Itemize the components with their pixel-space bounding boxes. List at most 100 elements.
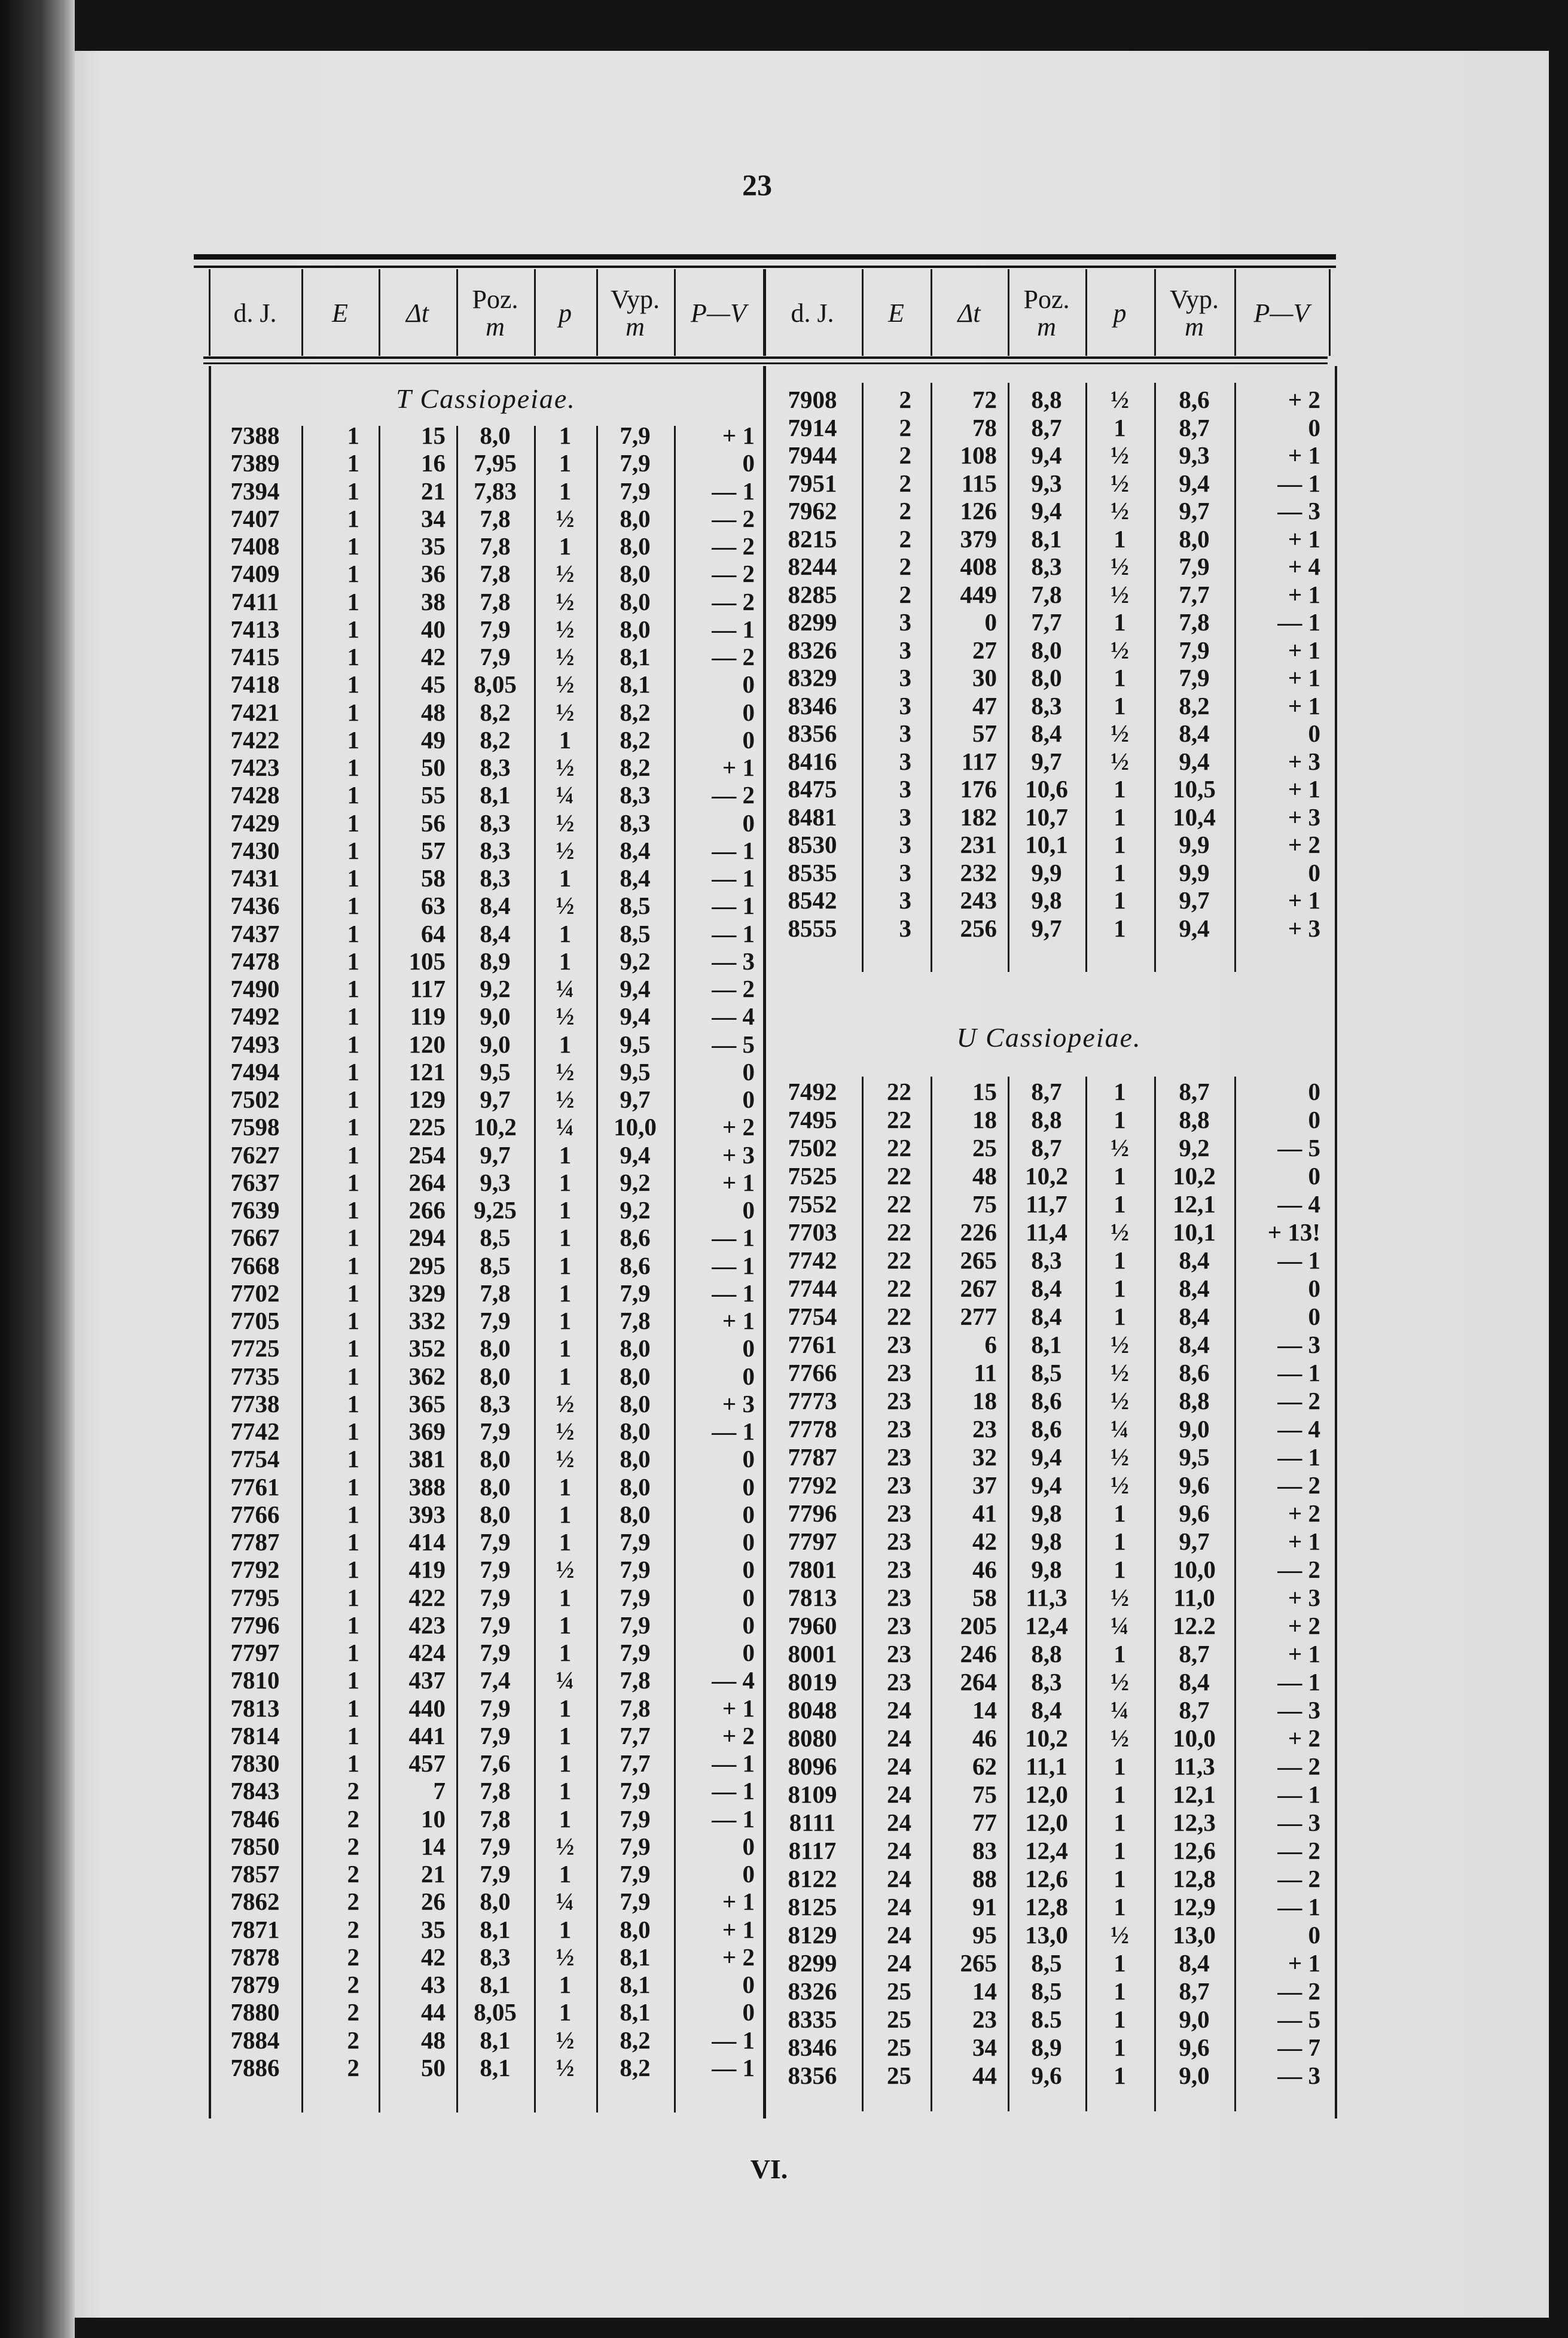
- cell-delta-t: 35: [421, 532, 446, 560]
- cell-weight: ½: [556, 1832, 575, 1860]
- cell-weight: 1: [1114, 1078, 1126, 1105]
- cell-residual: — 1: [712, 892, 755, 920]
- cell-weight: 1: [559, 1473, 572, 1501]
- cell-weight: ½: [556, 560, 575, 588]
- cell-delta-t: 7: [433, 1777, 446, 1805]
- cell-epoch: 1: [347, 892, 360, 920]
- cell-julian-day: 7639: [230, 1196, 280, 1224]
- cell-observed-mag: 9,8: [1031, 1499, 1062, 1527]
- cell-residual: — 1: [712, 919, 755, 947]
- cell-delta-t: 256: [960, 914, 997, 942]
- cell-computed-mag: 8,0: [620, 504, 651, 532]
- cell-observed-mag: 9,6: [1031, 2062, 1062, 2089]
- cell-observed-mag: 8,3: [1031, 1668, 1062, 1696]
- cell-weight: 1: [1114, 1106, 1126, 1133]
- cell-observed-mag: 9,7: [1031, 914, 1062, 942]
- column-header: p: [534, 272, 596, 355]
- cell-observed-mag: 8,3: [480, 809, 511, 837]
- cell-weight: ½: [556, 670, 575, 699]
- cell-delta-t: 58: [972, 1584, 997, 1611]
- cell-computed-mag: 7,9: [620, 1611, 651, 1639]
- cell-julian-day: 7886: [230, 2053, 280, 2081]
- cell-computed-mag: 8,0: [620, 1334, 651, 1362]
- cell-computed-mag: 8,1: [620, 670, 651, 699]
- column-header-label: Poz.: [1023, 285, 1070, 314]
- cell-julian-day: 7742: [788, 1246, 837, 1274]
- column-divider: [534, 269, 536, 356]
- top-rule: [194, 254, 1336, 260]
- cell-weight: ¼: [556, 1888, 575, 1916]
- cell-residual: + 1: [722, 1915, 755, 1943]
- cell-residual: + 1: [1288, 886, 1320, 914]
- column-divider: [1008, 383, 1009, 972]
- column-divider: [931, 1077, 932, 2111]
- cell-residual: 0: [1308, 1078, 1321, 1105]
- cell-residual: — 1: [712, 1777, 755, 1805]
- cell-delta-t: 55: [421, 781, 446, 809]
- cell-residual: 0: [742, 1971, 755, 1998]
- cell-delta-t: 266: [408, 1196, 446, 1224]
- cell-weight: 1: [559, 1749, 572, 1777]
- cell-observed-mag: 7,9: [480, 1418, 511, 1445]
- cell-residual: — 2: [712, 532, 755, 560]
- cell-residual: 0: [742, 1528, 755, 1556]
- cell-computed-mag: 12.2: [1173, 1612, 1216, 1639]
- cell-epoch: 3: [899, 691, 912, 720]
- cell-observed-mag: 8,3: [1031, 1246, 1062, 1274]
- cell-julian-day: 7962: [788, 497, 837, 525]
- cell-observed-mag: 8,9: [480, 947, 511, 975]
- cell-weight: ½: [556, 836, 575, 864]
- cell-residual: + 1: [1288, 441, 1320, 469]
- cell-weight: ½: [1111, 1471, 1129, 1499]
- cell-computed-mag: 9,9: [1179, 858, 1210, 886]
- cell-weight: ½: [556, 892, 575, 920]
- cell-computed-mag: 7,8: [620, 1694, 651, 1722]
- cell-julian-day: 7801: [788, 1556, 837, 1583]
- cell-observed-mag: 8,0: [480, 1888, 511, 1916]
- header-rule-thin: [203, 362, 1328, 364]
- cell-computed-mag: 8,7: [1179, 1640, 1210, 1668]
- cell-residual: — 4: [1277, 1415, 1320, 1443]
- cell-julian-day: 7492: [230, 1002, 280, 1031]
- cell-computed-mag: 8,2: [620, 2026, 651, 2054]
- cell-epoch: 1: [347, 1141, 360, 1169]
- cell-julian-day: 7502: [230, 1086, 280, 1113]
- cell-observed-mag: 9,4: [1031, 441, 1062, 469]
- cell-epoch: 1: [347, 1418, 360, 1445]
- cell-computed-mag: 9,4: [620, 1002, 651, 1031]
- cell-weight: 1: [1114, 1528, 1126, 1555]
- cell-computed-mag: 7,9: [1179, 553, 1210, 580]
- cell-computed-mag: 9,7: [1179, 1528, 1210, 1555]
- cell-epoch: 2: [347, 1832, 360, 1860]
- cell-computed-mag: 8,6: [1179, 1359, 1210, 1386]
- cell-computed-mag: 9,6: [1179, 1471, 1210, 1499]
- cell-observed-mag: 7,95: [474, 449, 517, 477]
- cell-delta-t: 225: [408, 1113, 446, 1141]
- cell-observed-mag: 9,7: [480, 1086, 511, 1113]
- cell-computed-mag: 12,9: [1173, 1893, 1216, 1921]
- cell-weight: ½: [556, 1086, 575, 1113]
- cell-weight: ½: [556, 698, 575, 726]
- cell-epoch: 2: [899, 386, 912, 413]
- cell-residual: 0: [742, 1998, 755, 2026]
- cell-observed-mag: 8,7: [1031, 1078, 1062, 1105]
- cell-residual: 0: [742, 670, 755, 699]
- cell-weight: 1: [1114, 2005, 1126, 2033]
- cell-residual: — 1: [1277, 1443, 1320, 1471]
- cell-weight: ½: [1111, 636, 1129, 664]
- cell-residual: — 1: [712, 615, 755, 643]
- cell-observed-mag: 9,8: [1031, 886, 1062, 914]
- cell-residual: + 1: [1288, 525, 1320, 553]
- cell-delta-t: 46: [972, 1556, 997, 1583]
- cell-epoch: 24: [887, 1781, 911, 1808]
- cell-observed-mag: 8,4: [1031, 720, 1062, 747]
- cell-delta-t: 231: [960, 831, 997, 858]
- cell-residual: — 2: [1277, 1837, 1320, 1864]
- cell-weight: ½: [556, 809, 575, 837]
- cell-residual: + 1: [722, 1694, 755, 1722]
- cell-epoch: 24: [887, 1837, 911, 1864]
- cell-weight: 1: [559, 1777, 572, 1805]
- column-header-label: P—V: [1253, 298, 1310, 328]
- column-header-label: d. J.: [791, 298, 834, 328]
- cell-delta-t: 267: [960, 1275, 997, 1302]
